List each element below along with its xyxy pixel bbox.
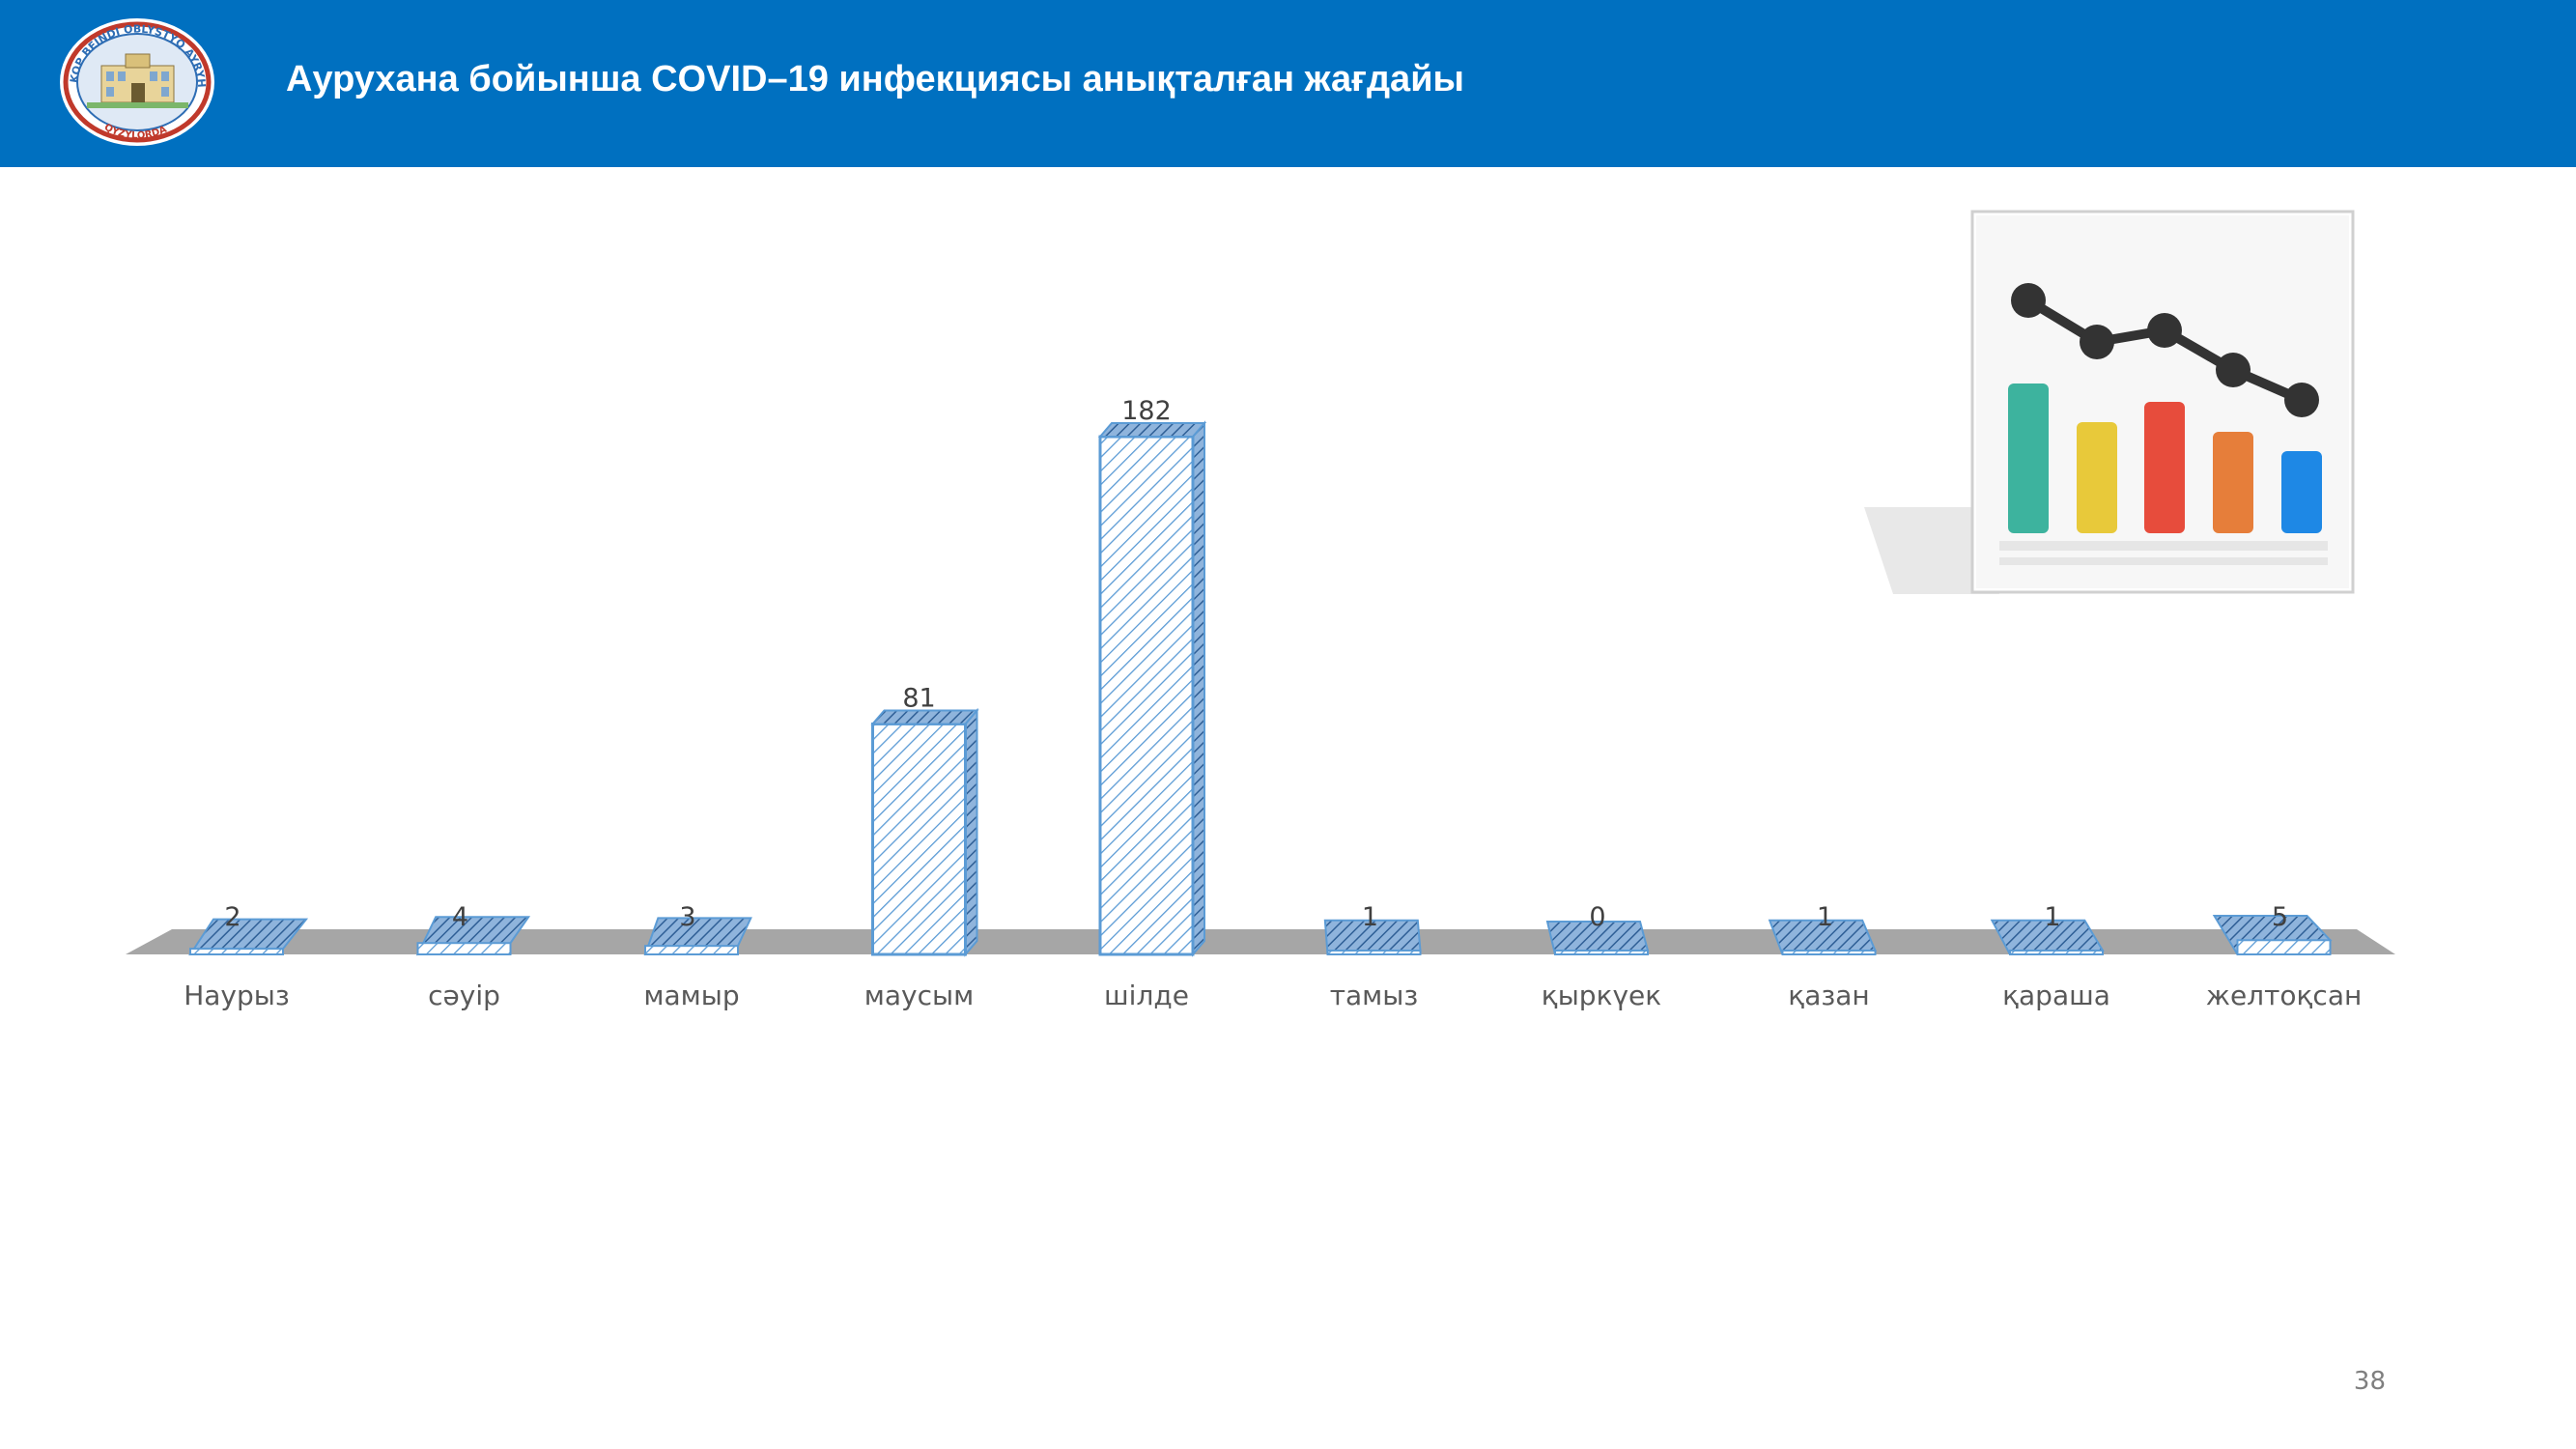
- x-tick-label: тамыз: [1330, 980, 1419, 1011]
- bar-front: [1326, 950, 1422, 955]
- bar: [188, 918, 309, 956]
- bar-front: [1098, 435, 1195, 956]
- bar: [1323, 919, 1422, 956]
- data-label: 81: [902, 683, 935, 713]
- data-label: 3: [679, 902, 695, 932]
- bar-front: [189, 948, 284, 955]
- data-label: 1: [2044, 902, 2060, 932]
- x-tick-label: қараша: [2002, 980, 2110, 1011]
- bar-side: [964, 707, 978, 957]
- x-tick-label: маусым: [864, 980, 974, 1011]
- bar-front: [1554, 950, 1649, 955]
- x-tick-label: қыркүек: [1542, 980, 1661, 1011]
- bar-front: [1781, 950, 1877, 955]
- data-label: 1: [1817, 902, 1833, 932]
- bar: [1990, 919, 2105, 956]
- page-number: 38: [2353, 1367, 2386, 1396]
- data-label: 182: [1121, 396, 1172, 426]
- bar: [1768, 919, 1877, 956]
- chart-decoration-icon: [1864, 210, 2355, 594]
- bar-front: [2009, 950, 2104, 955]
- bar: [643, 917, 752, 956]
- x-tick-label: қазан: [1788, 980, 1869, 1011]
- bar-top: [870, 709, 979, 725]
- data-label: 0: [1589, 902, 1605, 932]
- hospital-logo: KOP BEINDI OBLYSTYQ AYRYHANA QYZYLORDA: [58, 17, 214, 146]
- data-label: 1: [1362, 902, 1378, 932]
- bar: [1545, 921, 1650, 956]
- bar-side: [1192, 420, 1205, 957]
- bar-front: [2236, 939, 2332, 955]
- bar: [415, 916, 531, 956]
- header-bar: KOP BEINDI OBLYSTYQ AYRYHANA QYZYLORDA А…: [0, 0, 2576, 167]
- x-tick-label: мамыр: [643, 980, 739, 1011]
- data-label: 5: [2272, 902, 2288, 932]
- x-tick-label: Наурыз: [184, 980, 290, 1011]
- x-tick-label: шілде: [1104, 980, 1189, 1011]
- bar: [1097, 420, 1207, 957]
- bar: [870, 707, 979, 957]
- x-tick-label: сәуір: [428, 980, 500, 1011]
- bar-front: [871, 722, 967, 956]
- bar: [2212, 915, 2333, 956]
- data-label: 4: [452, 902, 468, 932]
- bar-top: [1097, 422, 1207, 438]
- bar-front: [644, 945, 739, 956]
- x-tick-label: желтоқсан: [2206, 980, 2363, 1011]
- data-label: 2: [224, 902, 241, 932]
- bar-front: [416, 942, 512, 956]
- page-title: Аурухана бойынша COVID–19 инфекциясы аны…: [286, 59, 1465, 99]
